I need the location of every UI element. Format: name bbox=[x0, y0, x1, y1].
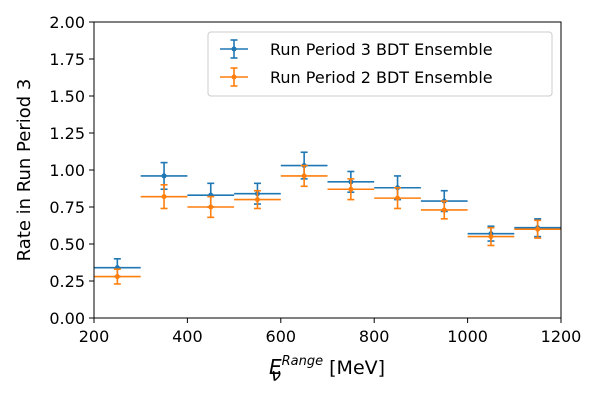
data-point bbox=[114, 274, 120, 280]
data-point bbox=[441, 207, 447, 213]
x-tick-label: 1000 bbox=[447, 327, 488, 346]
y-tick-label: 1.50 bbox=[49, 87, 85, 106]
legend-marker-0 bbox=[220, 39, 248, 59]
y-tick-label: 1.00 bbox=[49, 161, 85, 180]
x-axis-superscript: Range bbox=[282, 354, 324, 369]
legend-marker-1 bbox=[220, 67, 248, 87]
series-layer bbox=[94, 151, 561, 285]
data-point bbox=[348, 186, 354, 192]
y-tick-label: 0.25 bbox=[49, 272, 85, 291]
x-tick-label: 1200 bbox=[541, 327, 582, 346]
data-point bbox=[161, 173, 167, 179]
data-point bbox=[208, 204, 214, 210]
data-point bbox=[535, 226, 541, 232]
data-point bbox=[254, 197, 260, 203]
legend-label-run3: Run Period 3 BDT Ensemble bbox=[270, 40, 493, 59]
y-tick-label: 0.75 bbox=[49, 198, 85, 217]
x-axis-label: ERange [MeV] bbox=[269, 354, 385, 379]
axes-layer: 200 400 600 800 1000 1200 0.00 0.25 0.50 0.75 1.00… bbox=[49, 13, 581, 346]
x-tick-label: 600 bbox=[266, 327, 297, 346]
x-axis-unit: [MeV] bbox=[323, 357, 385, 379]
data-point bbox=[301, 173, 307, 179]
x-axis-subscript: ν bbox=[271, 365, 281, 386]
x-tick-label: 400 bbox=[172, 327, 203, 346]
legend-frame bbox=[207, 31, 553, 97]
series-1 bbox=[94, 164, 561, 285]
y-tick-label: 2.00 bbox=[49, 13, 85, 32]
x-tick-label: 800 bbox=[359, 327, 390, 346]
data-point bbox=[161, 194, 167, 200]
y-tick-label: 1.25 bbox=[49, 124, 85, 143]
y-tick-label: 0.00 bbox=[49, 309, 85, 328]
data-point bbox=[488, 234, 494, 240]
x-axis-symbol: E bbox=[269, 355, 282, 379]
legend-label-run2: Run Period 2 BDT Ensemble bbox=[270, 68, 493, 87]
legend-point bbox=[231, 46, 237, 52]
legend: Run Period 3 BDT Ensemble Run Period 2 B… bbox=[207, 31, 553, 97]
y-tick-label: 1.75 bbox=[49, 50, 85, 69]
x-tick-label: 200 bbox=[79, 327, 110, 346]
y-tick-label: 0.50 bbox=[49, 235, 85, 254]
data-point bbox=[395, 195, 401, 201]
legend-entries bbox=[220, 39, 248, 87]
legend-point bbox=[231, 74, 237, 80]
y-axis-label: Rate in Run Period 3 bbox=[14, 79, 35, 262]
